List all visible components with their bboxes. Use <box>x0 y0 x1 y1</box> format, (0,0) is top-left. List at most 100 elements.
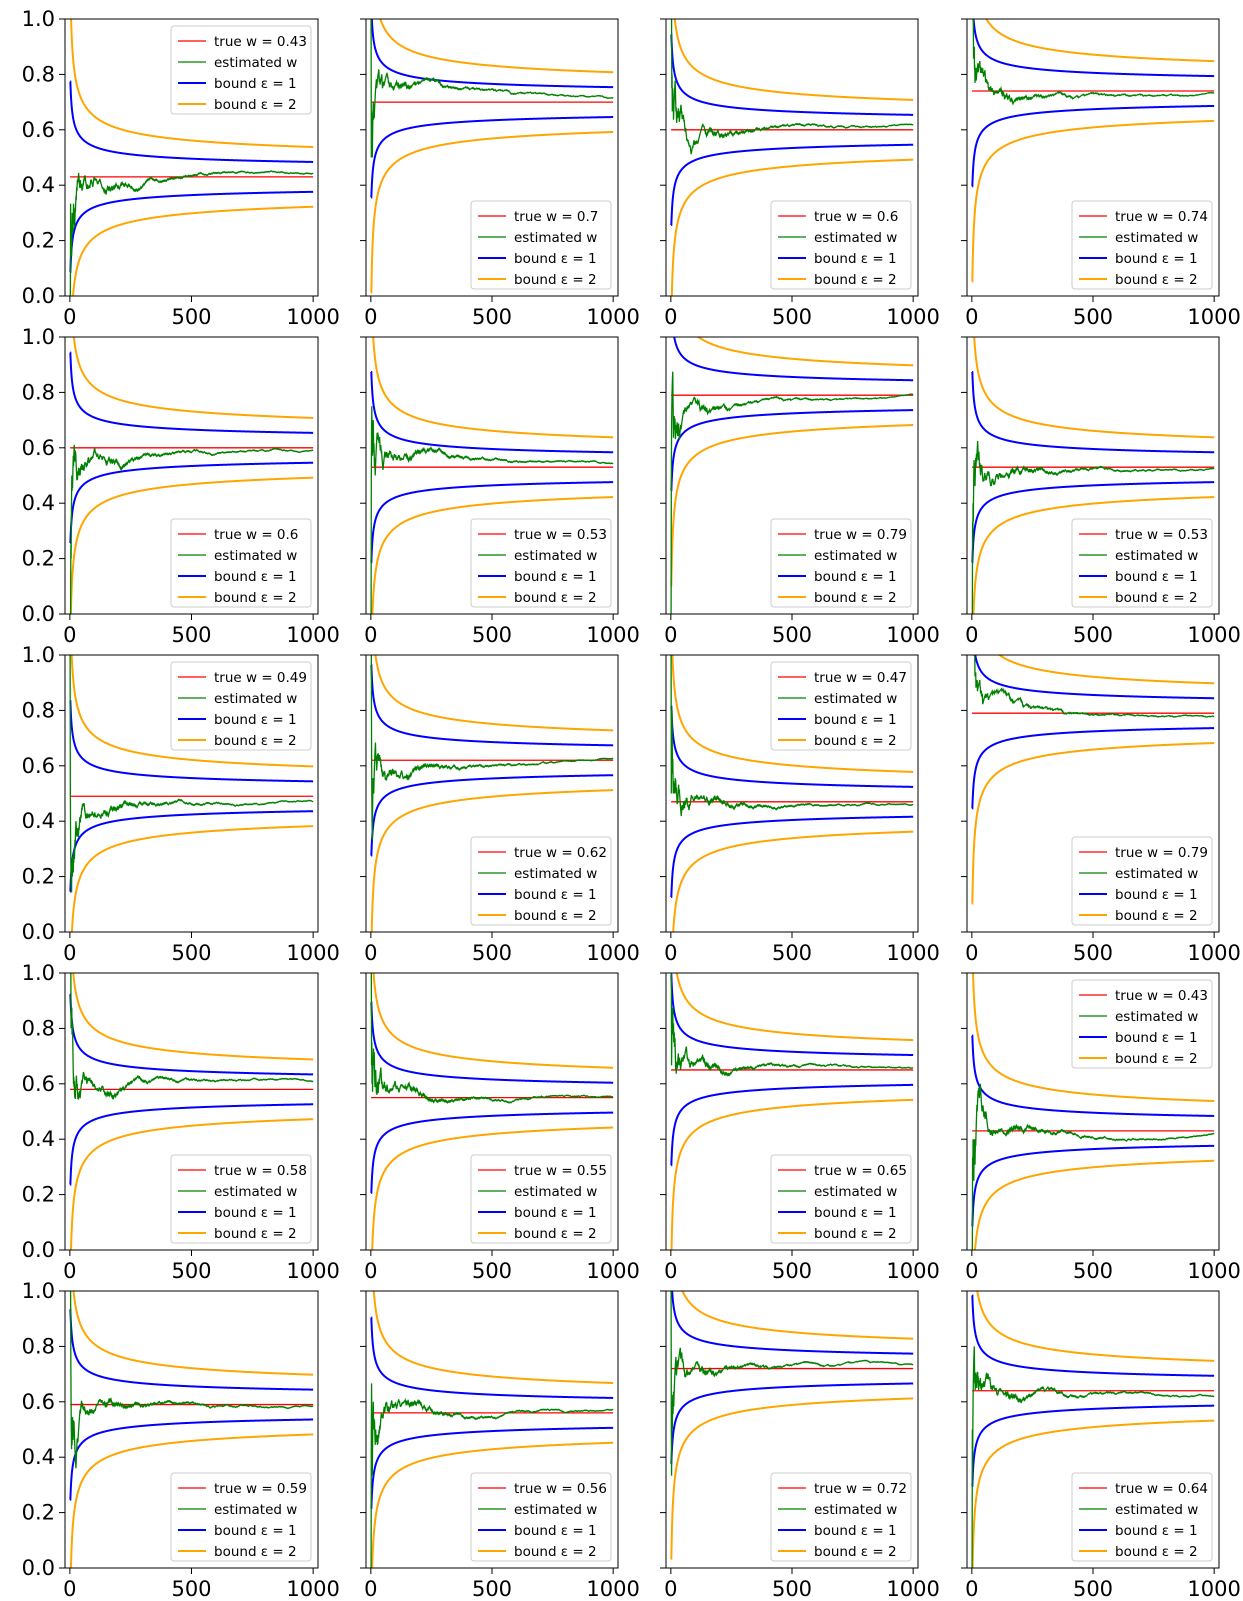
y-tick-label: 0.4 <box>22 1445 55 1469</box>
bound-eps2-upper-line <box>379 19 614 74</box>
x-tick-label: 500 <box>1073 1259 1113 1283</box>
bound-eps1-lower-line <box>670 143 914 227</box>
bound-eps1-upper-line <box>69 1308 314 1391</box>
legend-true-w-label: true w = 0.79 <box>1115 845 1208 861</box>
legend-bound-eps1-label: bound ε = 1 <box>514 887 597 903</box>
legend-bound-eps2-label: bound ε = 2 <box>514 590 597 606</box>
plot-area <box>370 1291 614 1568</box>
bound-eps2-lower-line <box>370 130 614 294</box>
bound-eps2-upper-line <box>372 973 614 1069</box>
legend-estimated-w-label: estimated w <box>1115 1502 1198 1518</box>
legend-bound-eps1-label: bound ε = 1 <box>214 569 297 585</box>
legend-estimated-w-label: estimated w <box>814 548 897 564</box>
legend-true-w-label: true w = 0.49 <box>214 670 307 686</box>
legend-estimated-w-label: estimated w <box>1115 230 1198 246</box>
legend: true w = 0.74 estimated w bound ε = 1 bound… <box>1071 200 1213 290</box>
x-tick-label: 0 <box>664 941 677 965</box>
legend-true-w-label: true w = 0.43 <box>214 34 307 50</box>
legend: true w = 0.62 estimated w bound ε = 1 bound… <box>470 836 612 926</box>
legend-estimated-w-label: estimated w <box>214 55 297 71</box>
bound-eps2-upper-line <box>372 1291 614 1385</box>
x-tick-label: 1000 <box>586 623 639 647</box>
x-tick-label: 1000 <box>286 1577 339 1601</box>
bound-eps2-upper-line <box>671 655 914 773</box>
x-tick-label: 0 <box>965 1577 978 1601</box>
legend-true-w-label: true w = 0.74 <box>1115 209 1208 225</box>
bound-eps1-lower-line <box>670 1382 914 1465</box>
estimated-w-line <box>670 1291 914 1476</box>
x-tick-label: 1000 <box>1187 305 1240 329</box>
legend-bound-eps2-label: bound ε = 2 <box>814 272 897 288</box>
legend-box <box>770 518 912 608</box>
x-tick-label: 500 <box>171 941 211 965</box>
subplot-20: 0 500 1000 true w = 0.64 estimated w bound ε … <box>961 1290 1241 1601</box>
x-tick-label: 500 <box>772 623 812 647</box>
y-tick-label: 1.0 <box>22 961 55 985</box>
legend-true-w-label: true w = 0.6 <box>214 527 298 543</box>
bound-eps2-lower-line <box>370 789 614 932</box>
legend-estimated-w-label: estimated w <box>814 230 897 246</box>
legend-bound-eps1-label: bound ε = 1 <box>514 1523 597 1539</box>
bound-eps2-upper-line <box>673 19 914 101</box>
bound-eps1-upper-line <box>971 1034 1215 1117</box>
y-tick-label: 0.4 <box>22 491 55 515</box>
bound-eps1-lower-line <box>370 116 614 199</box>
estimated-w-line <box>370 19 614 158</box>
x-tick-label: 0 <box>364 941 377 965</box>
bound-eps2-lower-line <box>371 496 614 614</box>
x-tick-label: 0 <box>364 305 377 329</box>
y-tick-label: 0.2 <box>22 547 55 571</box>
bound-eps1-upper-line <box>670 33 914 116</box>
bound-eps2-lower-line <box>972 496 1215 614</box>
plot-area <box>670 19 914 296</box>
legend-true-w-label: true w = 0.58 <box>214 1163 307 1179</box>
legend: true w = 0.47 estimated w bound ε = 1 bound… <box>770 661 912 751</box>
x-tick-label: 500 <box>772 1577 812 1601</box>
x-tick-label: 500 <box>1073 941 1113 965</box>
bound-eps1-lower-line <box>971 1404 1215 1487</box>
bound-eps2-lower-line <box>371 1126 614 1250</box>
bound-eps2-lower-line <box>70 825 314 932</box>
legend-box <box>1071 1472 1213 1562</box>
x-tick-label: 0 <box>664 305 677 329</box>
subplot-15: 0 500 1000 true w = 0.65 estimated w bound ε … <box>660 972 940 1283</box>
bound-eps2-upper-line <box>72 1291 314 1376</box>
x-tick-label: 0 <box>664 1577 677 1601</box>
legend-bound-eps1-label: bound ε = 1 <box>1115 1523 1198 1539</box>
legend-bound-eps2-label: bound ε = 2 <box>814 1544 897 1560</box>
plot-area <box>670 1291 914 1561</box>
y-tick-label: 0.6 <box>22 118 55 142</box>
legend-box <box>470 836 612 926</box>
legend: true w = 0.56 estimated w bound ε = 1 bound… <box>470 1472 612 1562</box>
bound-eps1-lower-line <box>69 1103 314 1186</box>
bound-eps2-lower-line <box>72 205 314 296</box>
x-tick-label: 1000 <box>586 1577 639 1601</box>
legend-box <box>1071 836 1213 926</box>
subplot-3: 0 500 1000 true w = 0.6 estimated w bound ε =… <box>660 18 940 329</box>
legend: true w = 0.6 estimated w bound ε = 1 bound … <box>770 200 912 290</box>
legend-bound-eps2-label: bound ε = 2 <box>214 733 297 749</box>
legend-estimated-w-label: estimated w <box>814 691 897 707</box>
legend-bound-eps1-label: bound ε = 1 <box>214 76 297 92</box>
estimated-w-line <box>70 973 314 1100</box>
x-tick-label: 1000 <box>286 305 339 329</box>
x-tick-label: 1000 <box>1187 623 1240 647</box>
x-tick-label: 0 <box>664 1259 677 1283</box>
x-tick-label: 1000 <box>886 623 939 647</box>
bound-eps1-upper-line <box>69 993 314 1076</box>
bound-eps2-upper-line <box>997 655 1215 685</box>
x-tick-label: 1000 <box>586 1259 639 1283</box>
plot-area <box>971 337 1215 614</box>
legend-bound-eps2-label: bound ε = 2 <box>1115 590 1198 606</box>
legend-true-w-label: true w = 0.47 <box>814 670 907 686</box>
legend-estimated-w-label: estimated w <box>514 1502 597 1518</box>
x-tick-label: 500 <box>1073 1577 1113 1601</box>
plot-area <box>670 973 914 1250</box>
subplot-16: 0 500 1000 true w = 0.43 estimated w bound ε … <box>961 972 1241 1283</box>
y-tick-label: 1.0 <box>22 1279 55 1303</box>
x-tick-label: 1000 <box>586 305 639 329</box>
legend-true-w-label: true w = 0.53 <box>514 527 607 543</box>
legend: true w = 0.6 estimated w bound ε = 1 bound … <box>170 518 312 608</box>
bound-eps2-upper-line <box>976 1291 1215 1362</box>
